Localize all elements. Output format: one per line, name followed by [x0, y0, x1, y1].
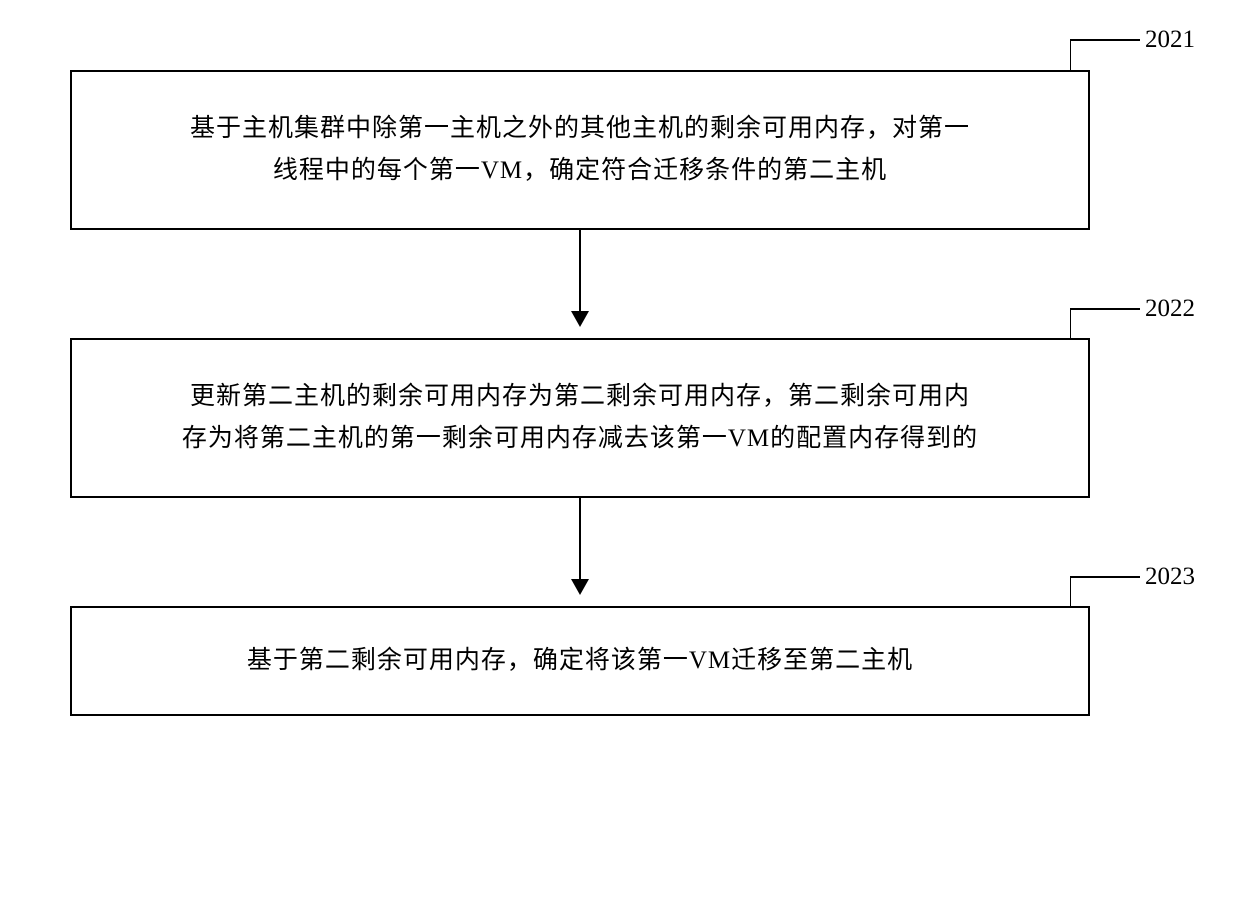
step-text-2023-line1: 基于第二剩余可用内存，确定将该第一VM迁移至第二主机 — [247, 640, 913, 683]
step-text-2022-line2: 存为将第二主机的第一剩余可用内存减去该第一VM的配置内存得到的 — [182, 418, 978, 461]
arrow-container-1 — [70, 230, 1090, 325]
arrow-2 — [579, 498, 581, 593]
arrow-container-2 — [70, 498, 1090, 593]
step-text-2022-line1: 更新第二主机的剩余可用内存为第二剩余可用内存，第二剩余可用内 — [190, 376, 970, 419]
step-box-2021: 基于主机集群中除第一主机之外的其他主机的剩余可用内存，对第一 线程中的每个第一V… — [70, 70, 1090, 230]
step-box-2022: 更新第二主机的剩余可用内存为第二剩余可用内存，第二剩余可用内 存为将第二主机的第… — [70, 338, 1090, 498]
step-text-2021-line2: 线程中的每个第一VM，确定符合迁移条件的第二主机 — [273, 150, 887, 193]
step-text-2021-line1: 基于主机集群中除第一主机之外的其他主机的剩余可用内存，对第一 — [190, 108, 970, 151]
arrow-1 — [579, 230, 581, 325]
label-text-2022: 2022 — [1145, 295, 1195, 322]
step-label-2022: 2022 — [1145, 295, 1195, 323]
step-label-2023: 2023 — [1145, 563, 1195, 591]
flowchart-container: 2021 基于主机集群中除第一主机之外的其他主机的剩余可用内存，对第一 线程中的… — [50, 30, 1190, 716]
step-box-2023: 基于第二剩余可用内存，确定将该第一VM迁移至第二主机 — [70, 606, 1090, 716]
step-label-2021: 2021 — [1145, 26, 1195, 54]
label-text-2021: 2021 — [1145, 26, 1195, 53]
label-text-2023: 2023 — [1145, 563, 1195, 590]
